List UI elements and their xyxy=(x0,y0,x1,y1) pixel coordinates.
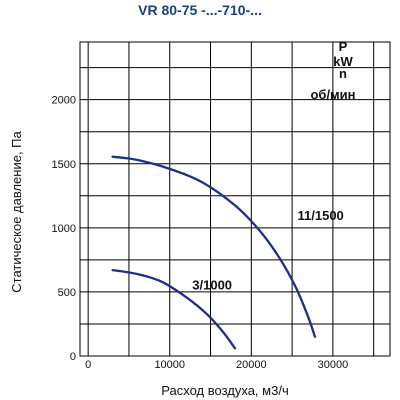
x-axis-label: Расход воздуха, м3/ч xyxy=(161,383,288,398)
tick-labels: 0 10000 20000 30000 0 500 1000 1500 2000 xyxy=(52,95,349,371)
plot-frame xyxy=(79,41,391,357)
y-tick-label: 1500 xyxy=(52,159,76,171)
y-tick-label: 500 xyxy=(58,287,76,299)
series-line-1 xyxy=(111,155,317,338)
corner-annotation: kW xyxy=(333,54,353,69)
y-tick-label: 1000 xyxy=(52,223,76,235)
chart-title: VR 80-75 -...-710-... xyxy=(138,2,262,18)
series-label-2: 3/1000 xyxy=(192,277,232,292)
corner-annotation: n xyxy=(339,66,347,81)
corner-annotation: P xyxy=(339,39,348,54)
corner-annotation: об/мин xyxy=(310,87,355,102)
grid xyxy=(79,41,391,357)
x-tick-label: 10000 xyxy=(154,359,185,371)
series-line-2 xyxy=(111,268,237,350)
x-tick-label: 20000 xyxy=(236,359,267,371)
y-axis-label: Статическое давление, Па xyxy=(9,131,24,293)
x-tick-label: 0 xyxy=(85,359,91,371)
y-tick-label: 2000 xyxy=(52,95,76,107)
series-lines xyxy=(111,155,317,350)
y-tick-label: 0 xyxy=(70,351,76,363)
x-tick-label: 30000 xyxy=(318,359,349,371)
series-label-1: 11/1500 xyxy=(298,208,344,223)
series-labels: 11/1500 3/1000 xyxy=(192,208,344,292)
